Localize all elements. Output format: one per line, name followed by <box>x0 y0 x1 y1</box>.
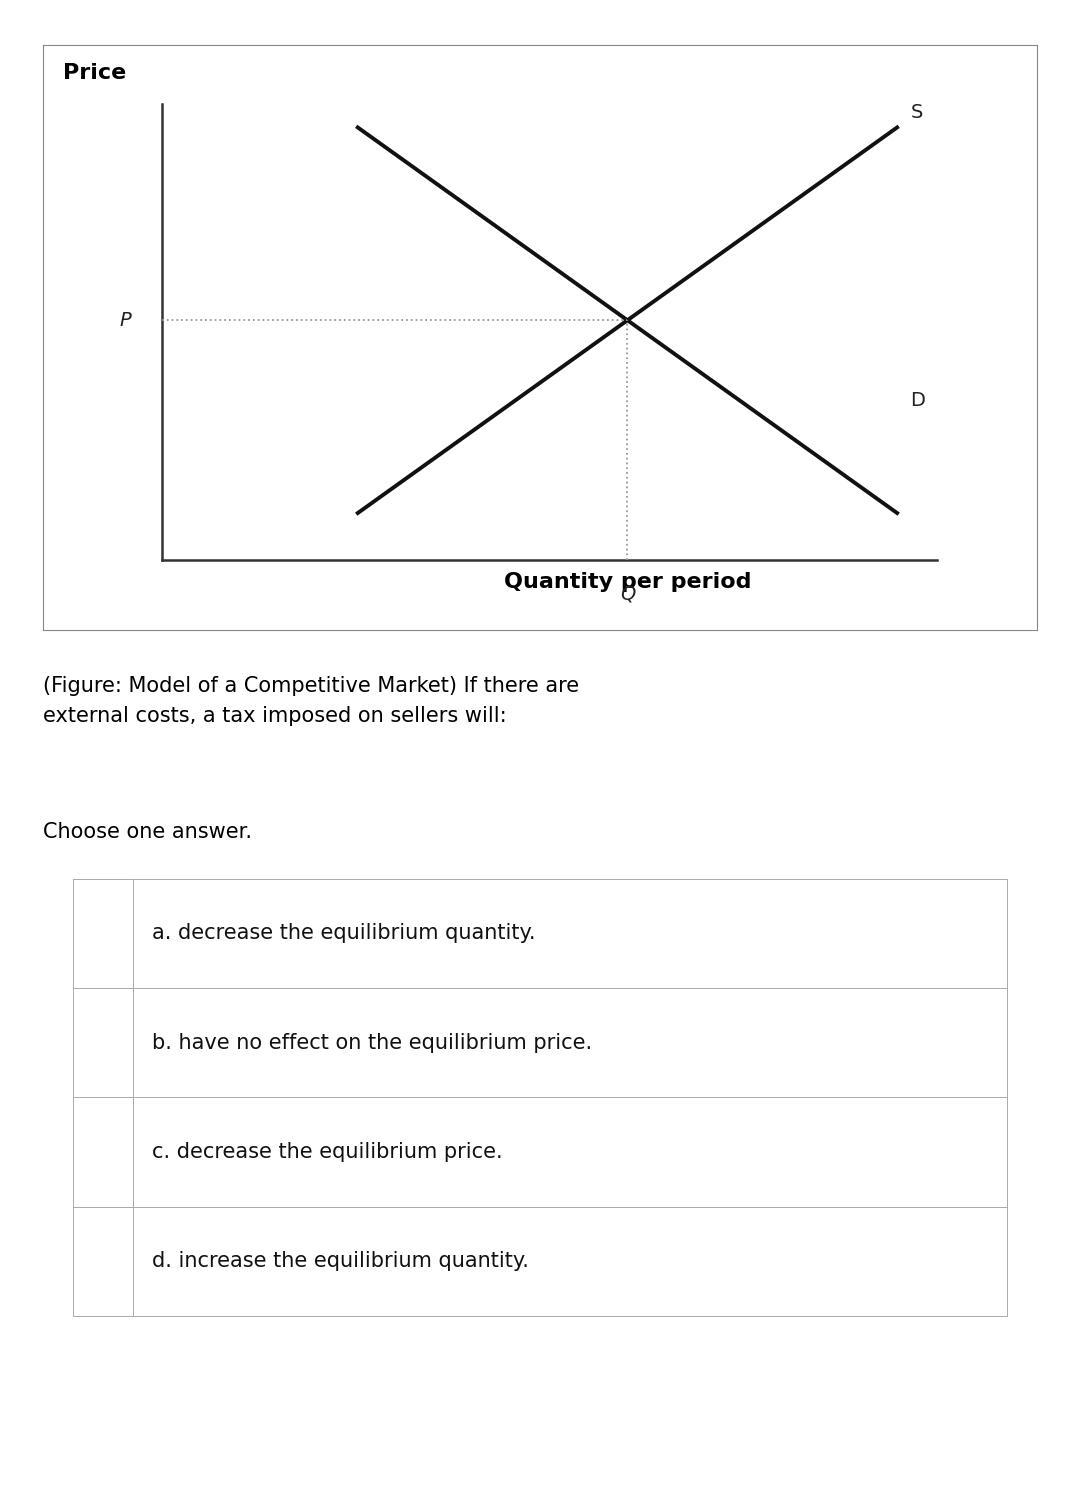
Bar <box>73 879 133 989</box>
Text: c. decrease the equilibrium price.: c. decrease the equilibrium price. <box>152 1142 503 1162</box>
Bar <box>73 1098 1007 1206</box>
Text: (Figure: Model of a Competitive Market) If there are
external costs, a tax impos: (Figure: Model of a Competitive Market) … <box>43 676 579 726</box>
Text: Choose one answer.: Choose one answer. <box>43 822 253 842</box>
Text: Price: Price <box>63 63 126 82</box>
Text: Quantity per period: Quantity per period <box>503 572 752 591</box>
Bar <box>73 988 133 1098</box>
Text: b. have no effect on the equilibrium price.: b. have no effect on the equilibrium pri… <box>152 1032 593 1053</box>
Bar <box>73 1206 133 1316</box>
Bar <box>73 1098 133 1206</box>
Text: a. decrease the equilibrium quantity.: a. decrease the equilibrium quantity. <box>152 924 536 944</box>
Text: d. increase the equilibrium quantity.: d. increase the equilibrium quantity. <box>152 1251 529 1272</box>
Bar <box>73 879 1007 989</box>
Bar <box>73 1206 1007 1316</box>
Bar <box>73 988 1007 1098</box>
